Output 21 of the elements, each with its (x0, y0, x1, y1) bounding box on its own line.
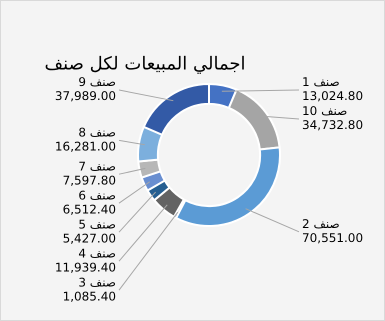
data-label: 11,939.40 (54, 260, 116, 274)
slice-label: صنف 4 (78, 246, 116, 260)
data-label: 6,512.40 (62, 202, 116, 216)
slice-label: صنف 1 (302, 75, 340, 90)
data-label: 37,989.00 (54, 89, 116, 104)
slice-label: صنف 2 (302, 216, 340, 231)
data-label: 1,085.40 (62, 289, 116, 304)
slice-label: صنف 7 (78, 159, 116, 174)
data-label: 16,281.00 (54, 140, 116, 154)
slice-label: صنف 9 (78, 75, 116, 90)
slice-label: صنف 3 (78, 275, 116, 290)
chart-title: اجمالي المبيعات لكل صنف (44, 54, 246, 75)
data-label: 13,024.80 (302, 89, 364, 104)
data-label: 34,732.80 (302, 118, 364, 132)
data-label: 5,427.00 (62, 231, 116, 246)
data-label: 7,597.80 (62, 173, 116, 188)
slice-label: صنف 8 (78, 126, 116, 140)
slice-label: صنف 6 (78, 188, 116, 202)
slice-label: صنف 5 (78, 217, 116, 232)
slice-label: صنف 10 (302, 104, 348, 118)
data-label: 70,551.00 (302, 230, 364, 245)
